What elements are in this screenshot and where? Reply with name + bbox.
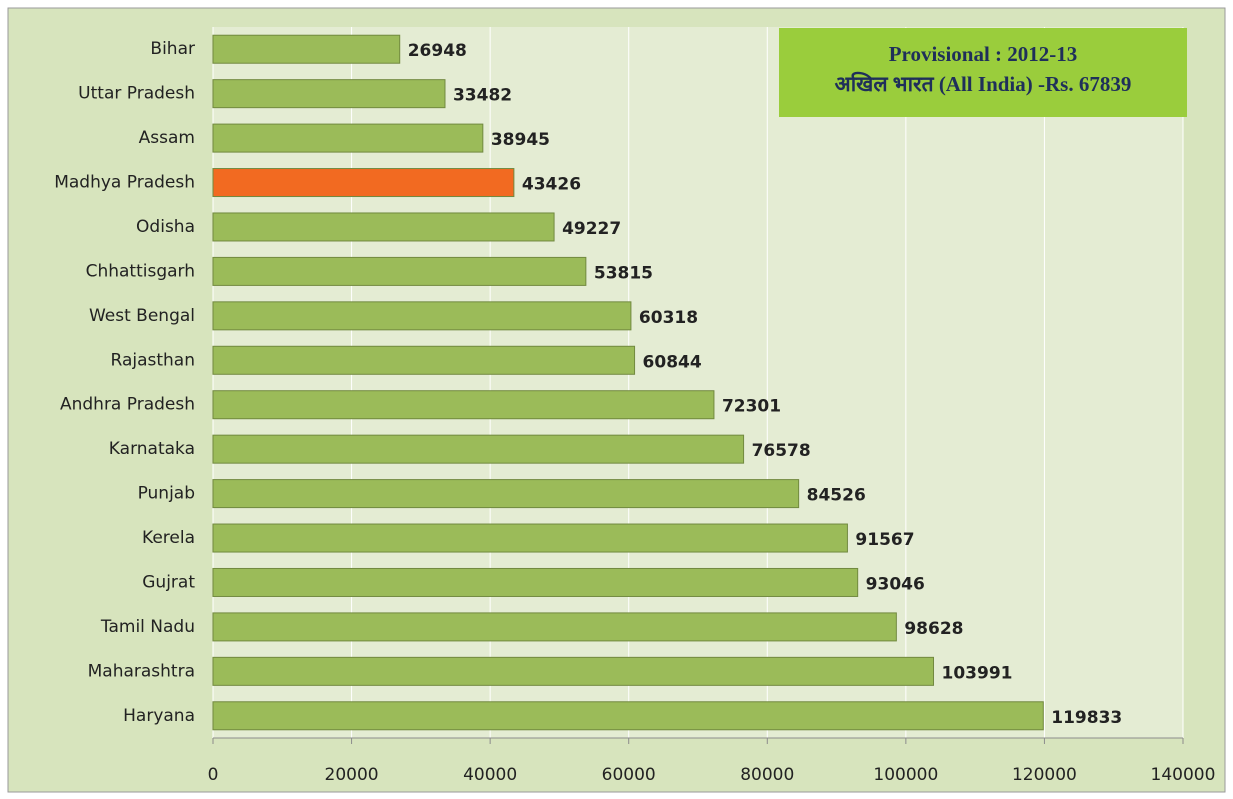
value-label: 76578 <box>752 441 811 461</box>
value-label: 26948 <box>408 41 467 61</box>
x-tick-label: 120000 <box>1012 765 1077 785</box>
x-tick-label: 20000 <box>325 765 379 785</box>
bar <box>212 34 401 64</box>
y-tick-label: Uttar Pradesh <box>78 84 195 104</box>
bar <box>212 612 897 642</box>
bar <box>212 701 1044 731</box>
y-tick-label: Maharashtra <box>88 661 195 681</box>
bar <box>212 168 515 198</box>
y-tick-label: Punjab <box>138 484 195 504</box>
bar <box>212 523 848 553</box>
y-tick-label: Karnataka <box>109 439 195 459</box>
y-tick-label: Chhattisgarh <box>86 261 195 281</box>
y-tick-label: Haryana <box>123 706 195 726</box>
value-label: 84526 <box>807 486 866 506</box>
value-label: 53815 <box>594 263 653 283</box>
bar <box>212 212 555 242</box>
value-label: 49227 <box>562 219 621 239</box>
value-label: 43426 <box>522 175 581 195</box>
x-tick-label: 80000 <box>740 765 794 785</box>
annotation: Provisional : 2012-13 <box>889 42 1078 66</box>
bars <box>212 34 1044 731</box>
bar <box>212 434 745 464</box>
value-label: 98628 <box>904 619 963 639</box>
y-tick-label: Kerela <box>142 528 195 548</box>
x-tick-label: 140000 <box>1151 765 1216 785</box>
x-tick-label: 0 <box>208 765 219 785</box>
value-label: 33482 <box>453 86 512 106</box>
bar <box>212 123 484 153</box>
x-tick-label: 100000 <box>873 765 938 785</box>
y-tick-label: Tamil Nadu <box>100 617 195 637</box>
value-label: 38945 <box>491 130 550 150</box>
y-tick-label: Madhya Pradesh <box>54 173 195 193</box>
value-label: 93046 <box>866 574 925 594</box>
bar <box>212 345 636 375</box>
value-label: 60318 <box>639 308 698 328</box>
value-label: 91567 <box>855 530 914 550</box>
y-tick-label: Bihar <box>150 39 195 59</box>
y-tick-label: Gujrat <box>142 572 195 592</box>
bar <box>212 567 859 597</box>
bar <box>212 301 632 331</box>
y-tick-label: Odisha <box>136 217 195 237</box>
x-tick-label: 40000 <box>463 765 517 785</box>
bar <box>212 79 446 109</box>
annotation: अखिल भारत (All India) -Rs. 67839 <box>835 71 1132 96</box>
bar <box>212 390 715 420</box>
bar <box>212 479 800 509</box>
y-tick-label: Assam <box>139 128 195 148</box>
value-label: 103991 <box>942 663 1013 683</box>
value-label: 72301 <box>722 397 781 417</box>
y-tick-label: Andhra Pradesh <box>60 395 195 415</box>
bar <box>212 656 935 686</box>
y-tick-label: Rajasthan <box>111 350 196 370</box>
x-tick-label: 60000 <box>602 765 656 785</box>
bar <box>212 256 587 286</box>
value-label: 119833 <box>1051 708 1122 728</box>
annotation-box <box>779 28 1187 117</box>
y-tick-label: West Bengal <box>89 306 195 326</box>
value-label: 60844 <box>643 352 702 372</box>
